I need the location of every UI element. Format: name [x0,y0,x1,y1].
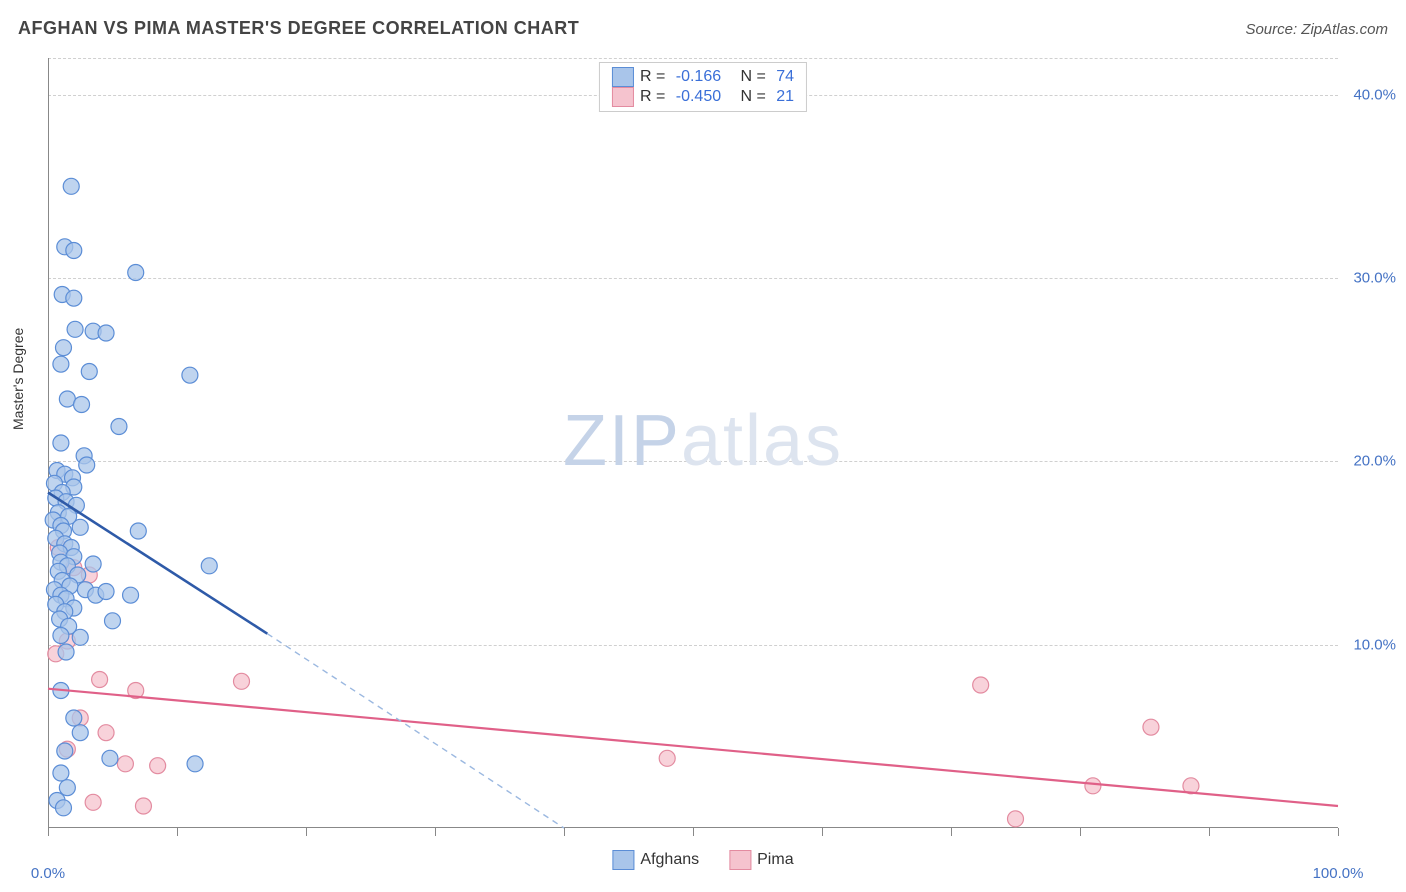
legend-label-pima: Pima [757,851,793,869]
x-tick-label: 100.0% [1313,865,1364,882]
legend-swatch-afghans-icon [612,850,634,870]
legend-swatch-afghans [612,67,634,87]
legend-item-pima: Pima [729,850,793,870]
legend-correlation: R = -0.166 N = 74 R = -0.450 N = 21 [599,62,807,112]
legend-item-afghans: Afghans [612,850,699,870]
n-label: N = [727,68,770,86]
chart-title: AFGHAN VS PIMA MASTER'S DEGREE CORRELATI… [18,18,579,39]
trend-lines [48,493,1338,829]
n-value-afghans: 74 [776,68,794,86]
r-label: R = [640,68,670,86]
scatter-plot [48,58,1338,828]
legend-label-afghans: Afghans [640,851,699,869]
x-tick-label: 0.0% [31,865,65,882]
y-tick-label: 10.0% [1353,636,1396,653]
y-axis-label: Master's Degree [10,328,26,430]
y-tick-label: 30.0% [1353,270,1396,287]
legend-row-pima: R = -0.450 N = 21 [612,87,794,107]
chart-header: AFGHAN VS PIMA MASTER'S DEGREE CORRELATI… [18,18,1388,39]
chart-source: Source: ZipAtlas.com [1245,21,1388,38]
legend-row-afghans: R = -0.166 N = 74 [612,67,794,87]
legend-swatch-pima-icon [729,850,751,870]
n-value-pima: 21 [776,88,794,106]
r-label: R = [640,88,670,106]
afghans-points [45,178,217,816]
pima-points [48,540,1199,827]
y-tick-label: 20.0% [1353,453,1396,470]
y-tick-label: 40.0% [1353,86,1396,103]
n-label: N = [727,88,770,106]
r-value-pima: -0.450 [676,88,721,106]
r-value-afghans: -0.166 [676,68,721,86]
legend-series: Afghans Pima [612,850,793,870]
legend-swatch-pima [612,87,634,107]
